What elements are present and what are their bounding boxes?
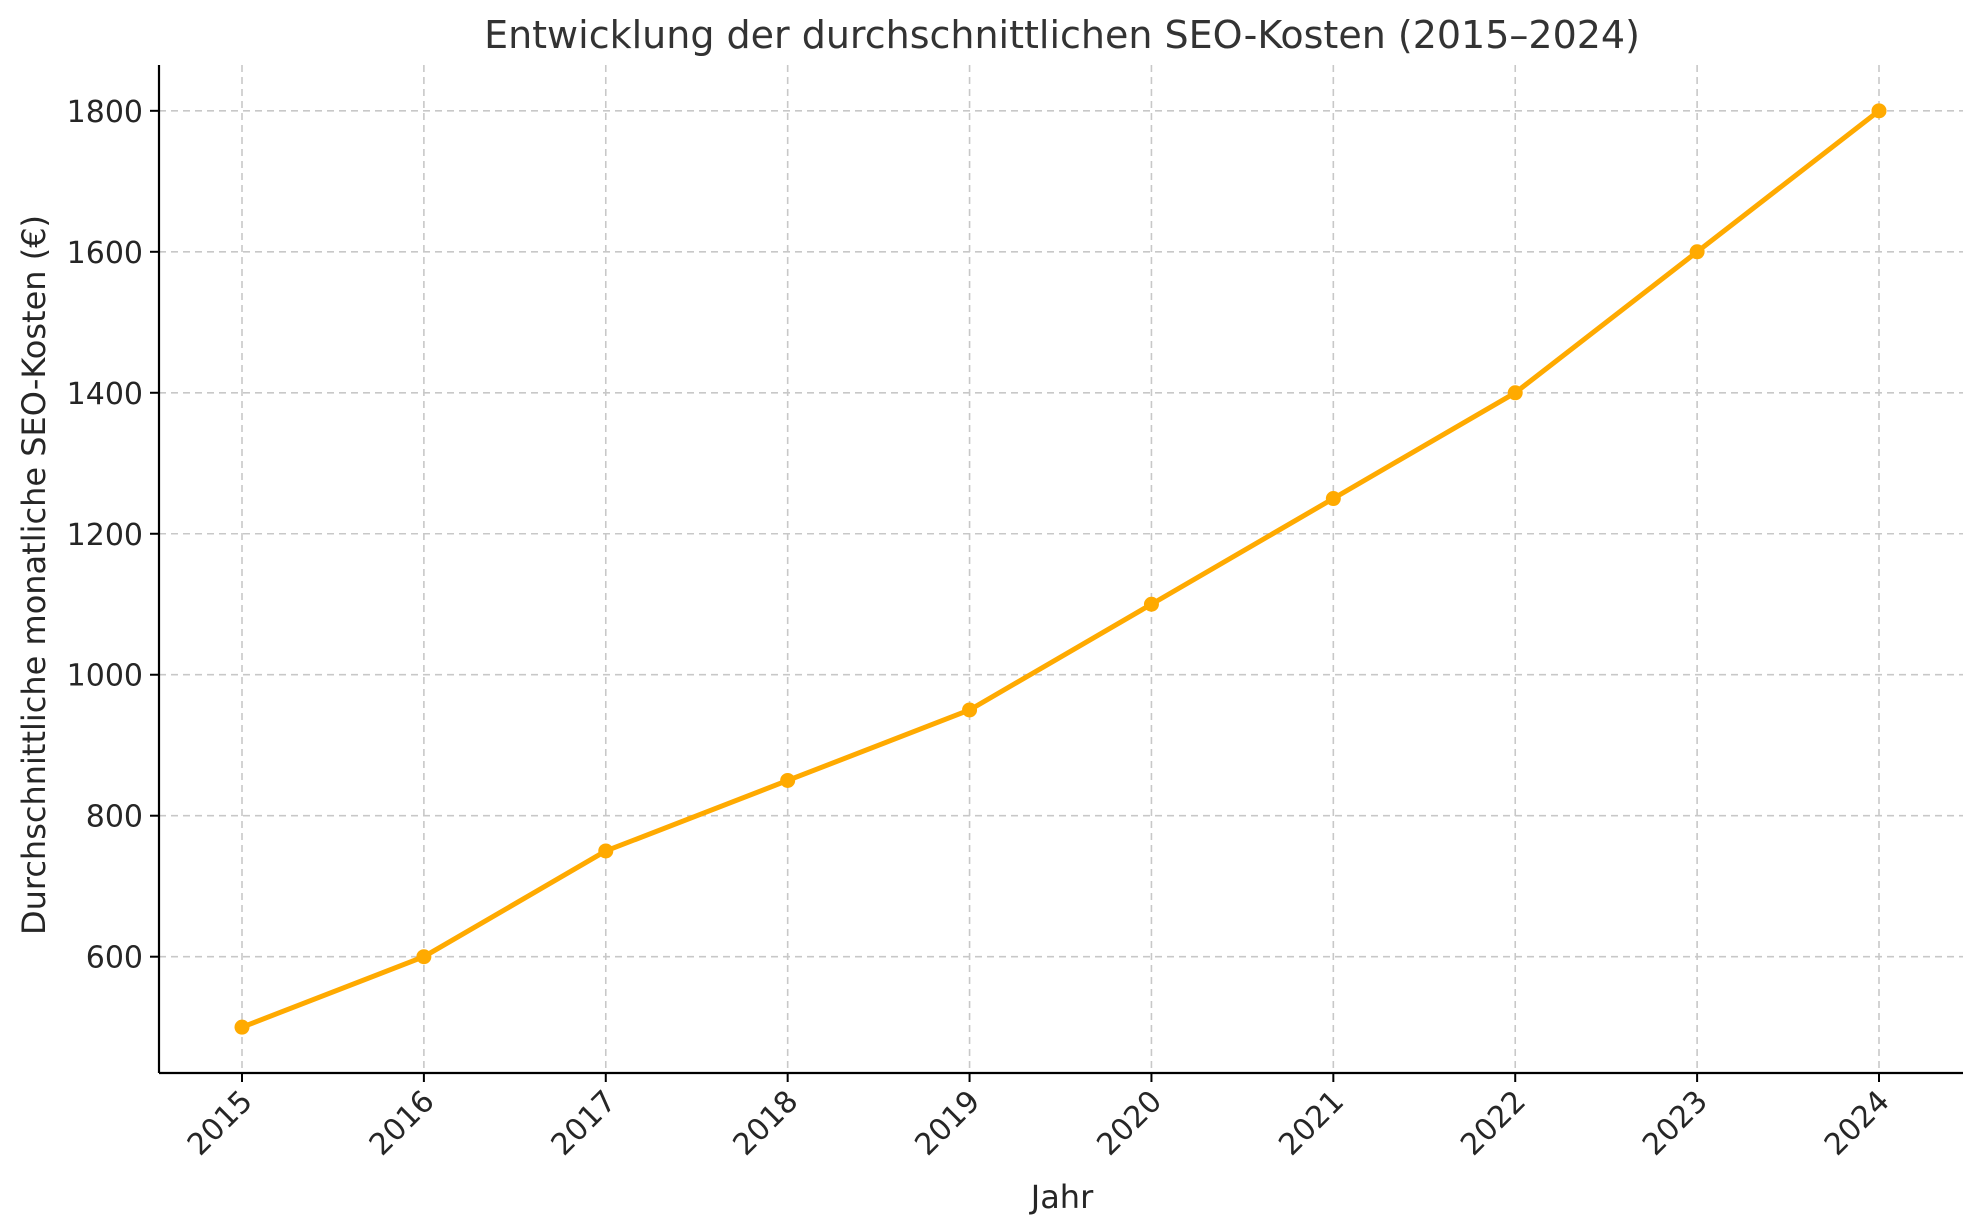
data-point-2023 <box>1689 244 1705 260</box>
y-tick-label-1800: 1800 <box>67 95 143 130</box>
series-group <box>234 103 1887 1035</box>
y-tick-label-1400: 1400 <box>67 377 143 412</box>
series-line-0 <box>239 108 1882 1030</box>
grid <box>159 65 1963 1073</box>
y-ticks: 600 800 1000 1200 1400 1600 1800 <box>67 95 159 976</box>
data-point-2015 <box>234 1019 250 1035</box>
y-tick-label-800: 800 <box>86 800 143 835</box>
y-axis-title: Durchschnittliche monatliche SEO-Kosten … <box>15 215 53 935</box>
data-point-2018 <box>780 772 796 788</box>
data-point-2022 <box>1507 385 1523 401</box>
axes <box>157 65 1963 1075</box>
data-point-2019 <box>962 702 978 718</box>
y-tick-label-1600: 1600 <box>67 236 143 271</box>
y-tick-label-600: 600 <box>86 941 143 976</box>
x-axis-title: Jahr <box>1029 1178 1094 1216</box>
data-point-2017 <box>598 843 614 859</box>
data-point-2024 <box>1871 103 1887 119</box>
y-tick-label-1200: 1200 <box>67 518 143 553</box>
data-point-2020 <box>1143 596 1159 612</box>
chart-title: Entwicklung der durchschnittlichen SEO-K… <box>484 13 1640 57</box>
data-point-2021 <box>1325 491 1341 507</box>
y-tick-label-1000: 1000 <box>67 659 143 694</box>
data-point-2016 <box>416 949 432 965</box>
